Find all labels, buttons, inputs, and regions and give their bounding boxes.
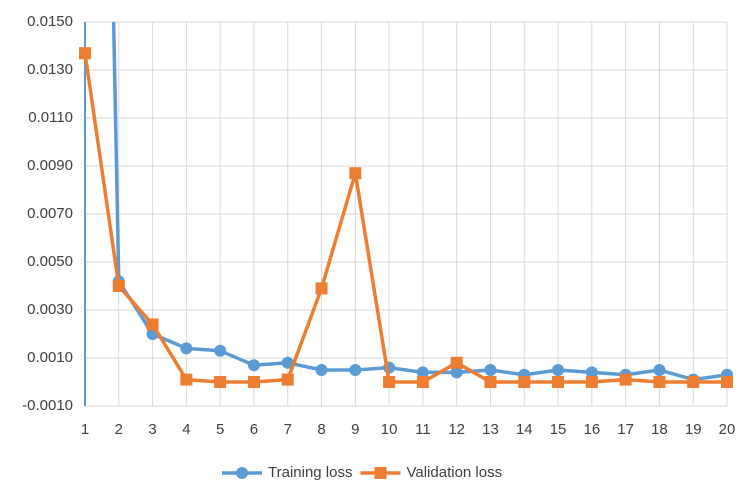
y-tick-label: 0.0010: [27, 349, 73, 366]
y-tick-label: 0.0070: [27, 205, 73, 222]
data-point: [349, 167, 362, 180]
data-point: [214, 344, 227, 357]
data-point: [247, 359, 260, 372]
data-point: [146, 318, 159, 331]
legend-label: Validation loss: [406, 464, 502, 481]
data-point: [349, 364, 362, 376]
x-tick-label: 10: [381, 421, 398, 438]
data-point: [653, 364, 666, 376]
data-point: [79, 47, 91, 60]
data-point: [281, 373, 294, 386]
data-point: [552, 376, 565, 388]
data-point: [450, 356, 463, 369]
plot-area: [79, 22, 733, 388]
data-point: [281, 356, 294, 369]
data-point: [214, 376, 227, 388]
x-tick-label: 8: [317, 421, 325, 438]
y-tick-label: 0.0110: [28, 109, 73, 126]
data-point: [484, 364, 497, 376]
x-tick-label: 9: [351, 421, 359, 438]
grid: [84, 21, 728, 407]
y-tick-label: -0.0010: [22, 397, 73, 414]
data-point: [518, 376, 531, 388]
x-tick-label: 7: [284, 421, 292, 438]
y-tick-label: 0.0050: [27, 253, 73, 270]
data-point: [416, 376, 429, 388]
legend-marker: [374, 467, 387, 479]
data-point: [383, 376, 396, 388]
data-point: [653, 376, 666, 388]
data-point: [585, 366, 598, 379]
series-line: [83, 52, 727, 384]
x-tick-label: 6: [250, 421, 258, 438]
x-tick-label: 1: [81, 421, 89, 438]
x-tick-label: 19: [685, 421, 702, 438]
x-tick-label: 15: [550, 421, 567, 438]
x-tick-label: 4: [182, 421, 190, 438]
series-line: [111, 22, 728, 382]
data-point: [552, 364, 565, 376]
x-tick-label: 18: [651, 421, 668, 438]
data-point: [484, 376, 497, 388]
y-tick-label: 0.0130: [27, 61, 73, 78]
data-point: [585, 376, 598, 388]
legend-label: Training loss: [268, 464, 352, 481]
data-point: [721, 376, 733, 388]
data-point: [315, 364, 328, 376]
y-tick-label: 0.0150: [27, 13, 73, 30]
x-tick-label: 5: [216, 421, 224, 438]
x-tick-label: 11: [415, 421, 431, 438]
data-point: [687, 376, 700, 388]
data-point: [247, 376, 260, 388]
x-tick-label: 2: [115, 421, 123, 438]
y-tick-label: 0.0090: [27, 157, 73, 174]
data-point: [180, 373, 193, 386]
x-tick-label: 12: [448, 421, 465, 438]
legend-marker: [236, 467, 248, 479]
data-point: [416, 366, 429, 379]
data-point: [619, 373, 632, 386]
data-point: [112, 280, 125, 292]
x-tick-label: 17: [617, 421, 634, 438]
labels: -0.0010 0.0010 0.0030 0.0050 0.0070 0.0090 0.0…: [22, 13, 735, 481]
data-point: [450, 366, 463, 379]
x-tick-label: 14: [516, 421, 533, 438]
data-point: [315, 282, 328, 295]
x-tick-label: 3: [148, 421, 156, 438]
x-tick-label: 16: [583, 421, 600, 438]
y-tick-label: 0.0030: [27, 301, 73, 318]
x-tick-label: 13: [482, 421, 499, 438]
data-point: [180, 342, 193, 355]
x-tick-label: 20: [719, 421, 736, 438]
